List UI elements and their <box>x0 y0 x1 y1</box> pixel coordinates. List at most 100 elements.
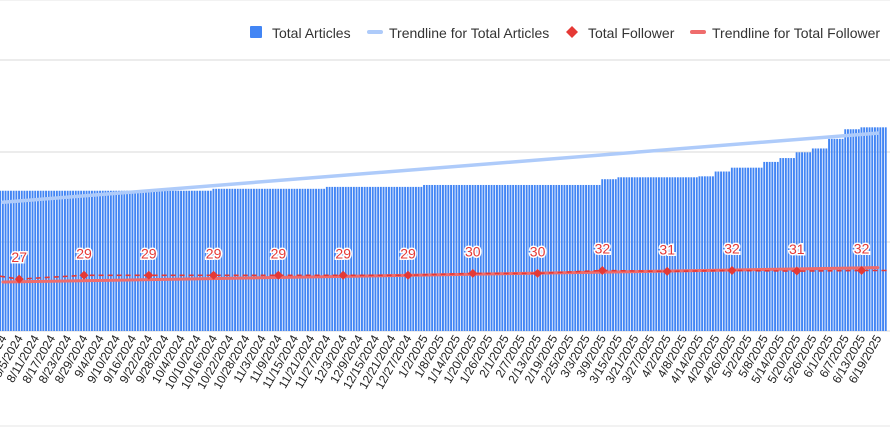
bar-total-articles <box>460 184 463 331</box>
bar-total-articles <box>701 176 704 331</box>
bar-total-articles <box>153 190 155 331</box>
bar-total-articles <box>825 148 828 331</box>
bar-total-articles <box>0 190 2 331</box>
bar-total-articles <box>528 184 531 331</box>
bar-total-articles <box>139 190 142 331</box>
bar-total-articles <box>120 190 123 331</box>
legend-square-icon <box>250 26 262 38</box>
bar-total-articles <box>266 188 269 331</box>
bar-total-articles <box>134 190 137 331</box>
bar-total-articles <box>396 186 398 331</box>
bar-total-articles <box>261 188 263 331</box>
bar-total-articles <box>828 138 830 331</box>
bar-total-articles <box>307 188 309 331</box>
bar-total-articles <box>706 176 709 331</box>
bar-total-articles <box>442 184 444 331</box>
bar-total-articles <box>871 127 874 331</box>
bar-total-articles <box>606 179 609 331</box>
bar-total-articles <box>388 186 390 331</box>
bar-total-articles <box>474 184 477 331</box>
bar-total-articles <box>401 186 404 331</box>
bar-total-articles <box>485 184 488 331</box>
follower-point <box>14 274 24 284</box>
bar-total-articles <box>558 184 560 331</box>
bar-total-articles <box>118 190 120 331</box>
bar-total-articles <box>730 167 733 331</box>
bar-total-articles <box>763 161 766 331</box>
bar-total-articles <box>790 158 793 331</box>
bar-total-articles <box>315 188 317 331</box>
bar-total-articles <box>666 177 668 331</box>
bar-total-articles <box>234 188 236 331</box>
bar-total-articles <box>439 184 442 331</box>
bar-total-articles <box>865 127 868 331</box>
bar-total-articles <box>698 176 701 331</box>
bar-total-articles <box>220 188 223 331</box>
bar-total-articles <box>855 129 857 331</box>
bar-total-articles <box>639 177 641 331</box>
bar-total-articles <box>336 186 339 331</box>
bar-total-articles <box>668 177 671 331</box>
follower-point <box>662 266 672 276</box>
bar-total-articles <box>847 129 849 331</box>
bar-total-articles <box>320 188 323 331</box>
bar-total-articles <box>174 190 177 331</box>
follower-point <box>792 266 802 276</box>
bar-total-articles <box>385 186 388 331</box>
bar-total-articles <box>7 190 10 331</box>
bar-total-articles <box>93 190 96 331</box>
bar-total-articles <box>123 190 126 331</box>
bar-total-articles <box>609 179 612 331</box>
bar-total-articles <box>128 190 131 331</box>
bar-total-articles <box>649 177 652 331</box>
bar-total-articles <box>539 184 542 331</box>
bar-total-articles <box>247 188 250 331</box>
bar-total-articles <box>552 184 555 331</box>
follower-data-label: 32 <box>724 240 740 256</box>
bar-total-articles <box>334 186 336 331</box>
follower-data-label: 32 <box>854 240 870 256</box>
legend-label: Total Follower <box>588 25 675 41</box>
bar-total-articles <box>425 184 428 331</box>
bar-total-articles <box>533 184 536 331</box>
bar-total-articles <box>77 190 80 331</box>
bar-total-articles <box>525 184 528 331</box>
bar-total-articles <box>366 186 369 331</box>
bar-total-articles <box>550 184 552 331</box>
bar-total-articles <box>271 188 274 331</box>
bar-total-articles <box>352 186 355 331</box>
bar-total-articles <box>104 190 107 331</box>
bar-total-articles <box>725 171 728 331</box>
bar-total-articles <box>455 184 458 331</box>
bar-total-articles <box>296 188 299 331</box>
bar-total-articles <box>784 158 787 331</box>
bar-total-articles <box>274 188 277 331</box>
bar-total-articles <box>325 186 328 331</box>
bar-total-articles <box>82 190 85 331</box>
bar-total-articles <box>80 190 83 331</box>
bar-total-articles <box>4 190 7 331</box>
bar-total-articles <box>571 184 574 331</box>
bar-total-articles <box>520 184 523 331</box>
bar-total-articles <box>517 184 520 331</box>
bar-total-articles <box>406 186 409 331</box>
bar-total-articles <box>350 186 353 331</box>
bar-total-articles <box>709 176 712 331</box>
bar-total-articles <box>126 190 128 331</box>
bar-total-articles <box>884 127 887 331</box>
bar-total-articles <box>444 184 447 331</box>
bar-total-articles <box>625 177 628 331</box>
bar-total-articles <box>172 190 174 331</box>
bar-total-articles <box>582 184 585 331</box>
bar-total-articles <box>107 190 110 331</box>
bar-total-articles <box>31 190 34 331</box>
follower-data-label: 31 <box>659 241 675 257</box>
bar-total-articles <box>250 188 253 331</box>
bar-total-articles <box>253 188 255 331</box>
bar-total-articles <box>604 179 606 331</box>
bar-total-articles <box>452 184 455 331</box>
bar-total-articles <box>15 190 18 331</box>
bar-total-articles <box>12 190 15 331</box>
bar-total-articles <box>679 177 682 331</box>
